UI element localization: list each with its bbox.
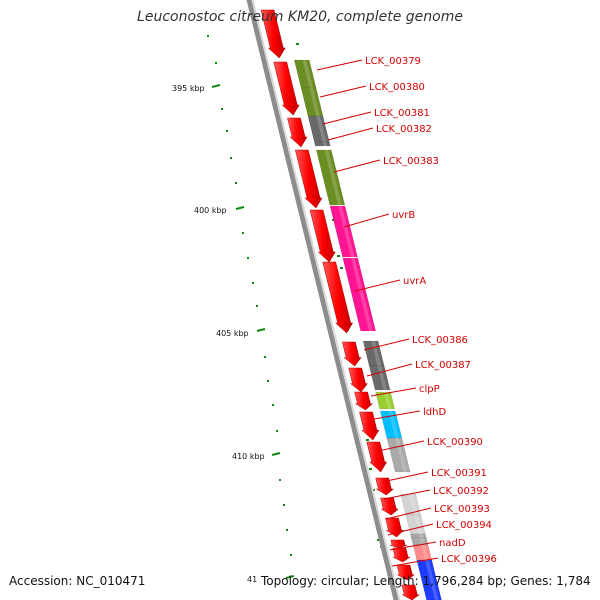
label-leader-line — [387, 523, 434, 536]
cds-arrow — [342, 341, 362, 367]
cds-arrow — [366, 441, 388, 473]
label-leader-line — [391, 557, 439, 567]
cog-block-lck_00387 — [368, 365, 391, 391]
kbp-tick-label: 41 — [247, 575, 257, 584]
gene-label-lck_00390[interactable]: LCK_00390 — [427, 437, 483, 448]
kbp-tick — [271, 452, 281, 456]
cds-arrow — [375, 477, 395, 496]
topology-text: Topology: circular; Length: 1,796,284 bp… — [261, 574, 591, 588]
kbp-tick — [256, 328, 266, 332]
label-leader-line — [366, 363, 413, 377]
gene-label-lck_00396[interactable]: LCK_00396 — [441, 554, 497, 565]
cds-arrow — [348, 367, 369, 393]
label-leader-line — [322, 111, 372, 125]
label-leader-line — [363, 338, 410, 351]
cog-block-lck_00383 — [315, 149, 346, 206]
cds-arrow — [309, 209, 336, 263]
cds-arrow — [354, 391, 374, 411]
cds-arrow — [294, 149, 323, 209]
accession-text: Accession: NC_010471 — [9, 574, 146, 588]
gene-label-nadd[interactable]: nadD — [439, 538, 466, 549]
gene-label-lck_00387[interactable]: LCK_00387 — [415, 360, 471, 371]
gene-label-lck_00382[interactable]: LCK_00382 — [376, 124, 432, 135]
kbp-tick-label: 400 kbp — [194, 206, 227, 215]
cog-block-uvrb — [329, 205, 358, 258]
label-leader-line — [354, 279, 401, 292]
cog-block-clpp — [375, 391, 396, 410]
label-leader-line — [370, 387, 417, 397]
cog-block-lck_00390 — [386, 437, 411, 473]
kbp-tick-label: 405 kbp — [216, 329, 249, 338]
gene-label-lck_00381[interactable]: LCK_00381 — [374, 108, 430, 119]
label-leader-line — [381, 471, 429, 483]
gene-label-lck_00392[interactable]: LCK_00392 — [433, 486, 489, 497]
cds-arrow — [390, 539, 408, 549]
cds-arrow — [287, 117, 308, 148]
cog-block-lck_00393 — [410, 533, 427, 539]
cog-block-uvra — [342, 257, 376, 332]
kbp-tick — [285, 575, 295, 579]
label-leader-line — [327, 127, 374, 141]
cds-arrow — [380, 497, 399, 516]
cds-arrow — [392, 547, 411, 563]
label-leader-line — [383, 489, 431, 500]
gene-label-lck_00383[interactable]: LCK_00383 — [383, 156, 439, 167]
label-leader-line — [316, 59, 363, 71]
cds-arrow — [273, 61, 300, 116]
kbp-scale: 395 kbp 400 kbp 405 kbp 410 kbp 41 — [172, 84, 295, 584]
label-leader-line — [343, 213, 390, 228]
label-leader-line — [319, 85, 367, 98]
gene-label-lck_00379[interactable]: LCK_00379 — [365, 56, 421, 67]
cog-block-lck_00382 — [314, 141, 331, 147]
kbp-tick-label: 410 kbp — [232, 452, 265, 461]
gene-label-clpp[interactable]: clpP — [419, 384, 440, 395]
gene-label-ldhd[interactable]: ldhD — [423, 407, 446, 418]
cds-arrow — [396, 564, 416, 581]
cds-strand-track — [260, 9, 421, 600]
gene-label-layer: LCK_00379 LCK_00380 LCK_00381 LCK_00382 LCK_… — [316, 56, 497, 567]
cog-color-track — [293, 59, 442, 600]
genome-backbone — [246, 0, 401, 600]
gene-label-uvra[interactable]: uvrA — [403, 276, 426, 287]
label-leader-line — [389, 541, 437, 551]
kbp-tick-label: 395 kbp — [172, 84, 205, 93]
gene-label-lck_00380[interactable]: LCK_00380 — [369, 82, 425, 93]
label-leader-line — [377, 440, 425, 452]
cds-arrow — [359, 411, 380, 441]
kbp-tick — [235, 206, 245, 210]
gene-label-lck_00391[interactable]: LCK_00391 — [431, 468, 487, 479]
gene-label-lck_00394[interactable]: LCK_00394 — [436, 520, 492, 531]
cds-arrow — [401, 584, 421, 600]
gene-label-lck_00393[interactable]: LCK_00393 — [434, 504, 490, 515]
kbp-tick — [211, 84, 221, 88]
gene-label-uvrb[interactable]: uvrB — [392, 210, 415, 221]
map-title: Leuconostoc citreum KM20, complete genom… — [137, 9, 463, 25]
cds-arrow — [260, 9, 286, 59]
label-leader-line — [373, 410, 421, 420]
cds-arrow — [322, 261, 354, 334]
label-leader-line — [333, 159, 381, 173]
cds-arrow — [385, 517, 405, 538]
gene-label-lck_00386[interactable]: LCK_00386 — [412, 335, 468, 346]
label-leader-line — [385, 507, 432, 520]
